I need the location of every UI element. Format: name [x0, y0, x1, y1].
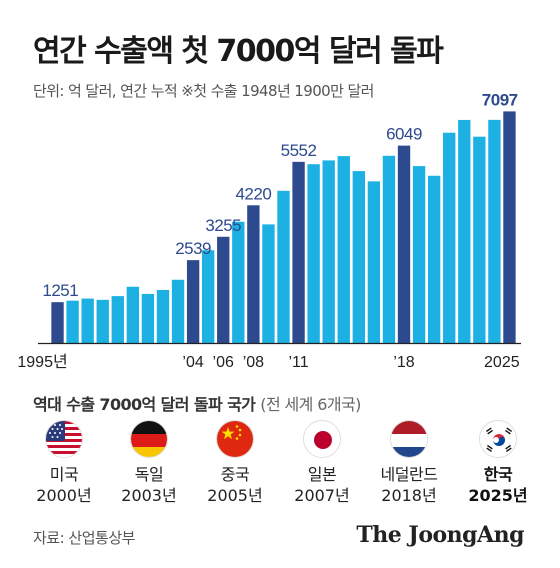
bar-2022	[458, 119, 471, 344]
country-year: 2007년	[294, 486, 350, 505]
tick-label-2025: 2025	[484, 354, 520, 371]
bar-2009	[262, 224, 275, 343]
tick-label-2018: ’18	[393, 354, 414, 371]
bar-2019	[412, 166, 426, 343]
bar-1997	[81, 298, 94, 343]
netherlands-flag-icon	[390, 420, 428, 458]
country-year: 2005년	[207, 486, 263, 505]
bar-2008	[247, 205, 260, 343]
country-germany: 독일 2003년	[104, 420, 194, 507]
chart-title: 연간 수출액 첫 7000억 달러 돌파	[33, 34, 444, 69]
countries-section-title: 역대 수출 7000억 달러 돌파 국가 (전 세계 6개국)	[33, 391, 361, 415]
country-name: 미국	[49, 465, 79, 484]
tick-label-2008: ’08	[243, 354, 264, 371]
tick-label-2011: ’11	[288, 354, 308, 371]
country-name: 독일	[134, 465, 164, 484]
bar-2012	[307, 164, 320, 343]
country-year: 2003년	[121, 486, 177, 505]
bar-2021	[443, 132, 456, 343]
bar-chart: 1251 2539 3255 4220 5552 6049 7097 1995년 ’04 ’06 ’…	[17, 90, 521, 371]
data-label-2008: 4220	[235, 184, 271, 203]
bar-1998	[96, 299, 109, 343]
chart-subtitle: 단위: 억 달러, 연간 누적 ※첫 수출 1948년 1900만 달러	[33, 82, 374, 100]
korea-flag-icon	[479, 420, 517, 458]
source-note: 자료: 산업통상부	[33, 529, 135, 547]
data-label-1995: 1251	[42, 281, 78, 300]
countries-section-heading: 역대 수출 7000억 달러 돌파 국가	[33, 395, 256, 414]
country-year: 2025년	[468, 486, 528, 505]
data-label-2004: 2539	[175, 239, 211, 258]
bar-2005	[202, 250, 215, 343]
country-year: 2000년	[36, 486, 92, 505]
country-china: 중국 2005년	[190, 420, 280, 507]
data-label-2025: 7097	[482, 90, 518, 109]
country-korea: 한국 2025년	[453, 420, 543, 507]
japan-flag-icon	[303, 420, 341, 458]
bar-1996	[66, 300, 79, 343]
tick-label-1995: 1995년	[17, 353, 67, 371]
usa-flag-icon	[45, 420, 83, 458]
country-name: 한국	[483, 465, 513, 484]
country-year: 2018년	[381, 486, 437, 505]
data-label-2006: 3255	[205, 216, 241, 235]
bar-2000	[126, 286, 140, 343]
tick-label-2004: ’04	[182, 354, 203, 371]
country-name: 일본	[307, 465, 337, 484]
bar-2015	[352, 171, 365, 343]
data-label-2018: 6049	[386, 125, 422, 144]
china-flag-icon	[216, 420, 254, 458]
countries-section-note: (전 세계 6개국)	[260, 395, 361, 414]
bar-2001	[141, 293, 155, 343]
germany-flag-icon	[130, 420, 168, 458]
bar-2013	[322, 160, 335, 343]
country-japan: 일본 2007년	[277, 420, 367, 507]
bar-2010	[277, 190, 290, 343]
bar-2011	[292, 161, 305, 343]
bar-1999	[111, 296, 124, 343]
bar-2023	[473, 136, 486, 343]
country-name: 중국	[220, 465, 250, 484]
bar-2020	[427, 175, 441, 343]
publisher-logo: The JoongAng	[356, 522, 524, 548]
bar-2006	[217, 236, 230, 343]
bar-1995	[51, 302, 64, 343]
bar-2002	[156, 289, 170, 343]
country-netherlands: 네덜란드 2018년	[364, 420, 454, 507]
bar-2007	[232, 221, 245, 343]
tick-label-2006: ’06	[213, 354, 234, 371]
bar-2016	[367, 181, 381, 343]
bar-2017	[382, 155, 396, 343]
bar-2003	[171, 279, 185, 343]
bar-2024	[488, 119, 501, 344]
bar-2014	[337, 156, 350, 343]
bar-2025	[503, 111, 516, 343]
bar-2004	[186, 260, 200, 343]
data-label-2011: 5552	[281, 141, 317, 160]
country-usa: 미국 2000년	[19, 420, 109, 507]
country-name: 네덜란드	[380, 465, 438, 484]
bar-2018	[397, 145, 411, 343]
